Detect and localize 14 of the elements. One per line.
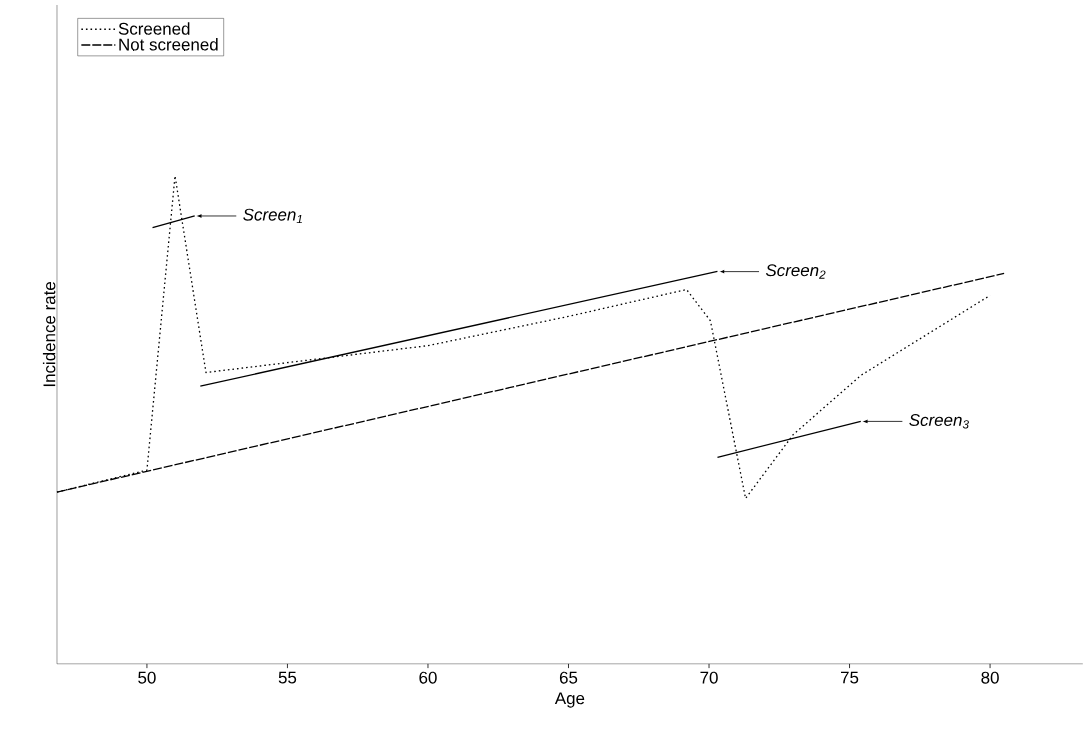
x-tick-label: 75 — [841, 671, 859, 684]
annotation: Screen$_{2}$ — [765, 264, 826, 279]
legend-label: Not screened — [119, 38, 218, 51]
y-axis-title: Incidence rate — [42, 282, 56, 387]
annotation: Screen$_{3}$ — [909, 414, 969, 429]
x-tick-label: 60 — [419, 671, 437, 684]
x-tick-label: 50 — [138, 671, 156, 684]
x-axis-title: Age — [554, 692, 585, 708]
x-tick-label: 55 — [278, 671, 297, 684]
x-tick-label: 70 — [700, 671, 718, 684]
x-tick-label: 65 — [559, 671, 578, 684]
legend-label: Screened — [118, 22, 190, 35]
annotation: Screen$_{1}$ — [243, 208, 302, 224]
x-tick-label: 80 — [981, 671, 999, 684]
